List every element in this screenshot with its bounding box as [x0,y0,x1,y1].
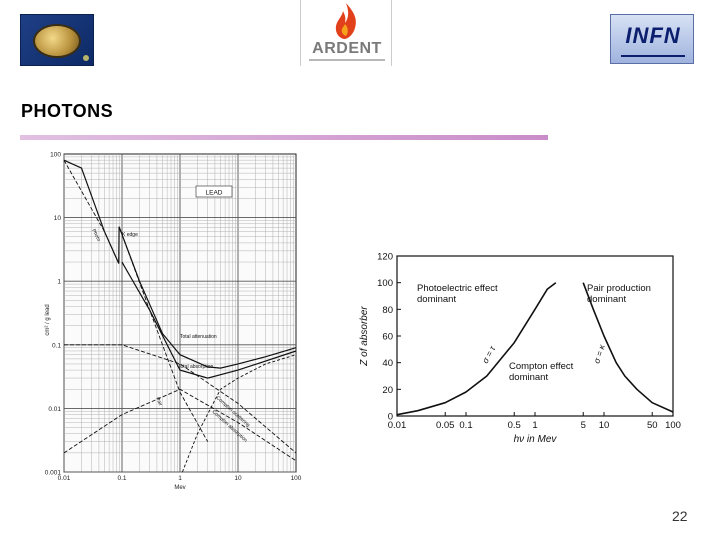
z-x-tick-label: 0.5 [508,420,521,431]
lead-annotation: Photo [90,228,102,243]
z-vs-energy-chart: 0 20 40 60 80 100 120 0.01 0.05 0.1 0.5 1 5 10 50 100 hν… [359,252,681,446]
infn-logo: INFN [610,14,694,64]
lead-y-axis-label: cm² / g lead [45,304,51,335]
z-x-tick-label: 10 [599,420,610,431]
ardent-logo: ARDENT [300,0,392,66]
lead-series-total-attenuation [63,159,297,369]
lead-y-tick-label: 0.001 [45,470,62,477]
z-x-tick-label: 1 [532,420,537,431]
lead-chart-grid [63,153,297,473]
lead-x-axis-label: Mev [174,485,185,491]
lead-y-tick-label: 10 [54,215,62,222]
z-x-tick-label: 0.1 [459,420,472,431]
z-plot-frame [396,255,674,417]
lead-y-tick-label: 0.01 [48,406,61,413]
z-chart-ticks: 0 20 40 60 80 100 120 0.01 0.05 0.1 0.5 1 5 10 50 100 hν… [359,252,681,446]
title-divider [20,135,548,140]
z-curve-compton-pair [582,282,674,413]
ardent-logo-tagline [309,59,385,61]
page-title: PHOTONS [21,101,114,121]
z-chart-curves [396,282,674,416]
lead-series-pair [181,354,297,473]
lead-annotation: K edge [122,232,138,238]
medal-logo [20,14,94,66]
z-y-tick-label: 60 [382,332,393,343]
z-x-tick-label: 0.05 [436,420,455,431]
lead-series-photo [63,159,209,442]
lead-x-tick-label: 1 [178,475,182,482]
lead-y-tick-label: 0.1 [52,342,61,349]
z-y-tick-label: 120 [377,252,393,263]
z-x-tick-label: 5 [581,420,586,431]
medal-logo-dot [83,55,89,61]
z-x-tick-label: 100 [665,420,681,431]
z-region-photoelectric: Photoelectric effect dominant [417,283,498,305]
lead-y-tick-label: 1 [57,279,61,286]
ardent-flame-logo-icon [335,3,356,39]
slide-number: 22 [672,508,688,524]
z-curve-label-kappa: σ = κ [591,343,607,365]
lead-chart-curves [63,159,297,473]
lead-series-compton-absorption [63,388,297,462]
z-curve-label-tau: σ = τ [480,344,498,365]
lead-x-tick-label: 0.01 [58,475,71,482]
lead-x-tick-label: 10 [234,475,242,482]
infn-logo-icon: INFN [625,23,681,48]
lead-x-tick-label: 0.1 [117,475,126,482]
z-region-compton: Compton effect dominant [509,361,574,383]
z-curve-photo-compton [396,282,557,416]
lead-x-tick-label: 100 [291,475,302,482]
lead-y-tick-label: 100 [50,152,61,159]
medal-logo-icon [35,26,79,56]
ardent-logo-text: ARDENT [312,40,382,57]
z-y-tick-label: 80 [382,305,393,316]
z-x-tick-label: 50 [647,420,658,431]
lead-annotation: Total absorption [178,364,214,370]
lead-annotation: Pair [154,396,163,407]
z-chart-labels: Photoelectric effect dominant Compton effe… [417,283,651,383]
z-y-tick-label: 20 [382,385,393,396]
lead-legend-box [195,185,233,198]
infn-logo-underline [621,55,685,57]
z-region-pair: Pair production dominant [587,283,651,305]
lead-legend-label: LEAD [206,190,223,197]
z-y-axis-label: Z of absorber [359,306,370,367]
z-chart-axes [396,255,674,417]
lead-series-total-absorption [121,261,297,379]
z-y-tick-label: 100 [377,278,393,289]
lead-series-compton-scattering [64,344,297,454]
z-y-tick-label: 40 [382,358,393,369]
lead-annotation: Total attenuation [180,334,217,340]
z-x-axis-label: hν in Mev [514,434,558,445]
z-x-tick-label: 0.01 [388,420,407,431]
z-y-tick-label: 0 [388,412,393,423]
